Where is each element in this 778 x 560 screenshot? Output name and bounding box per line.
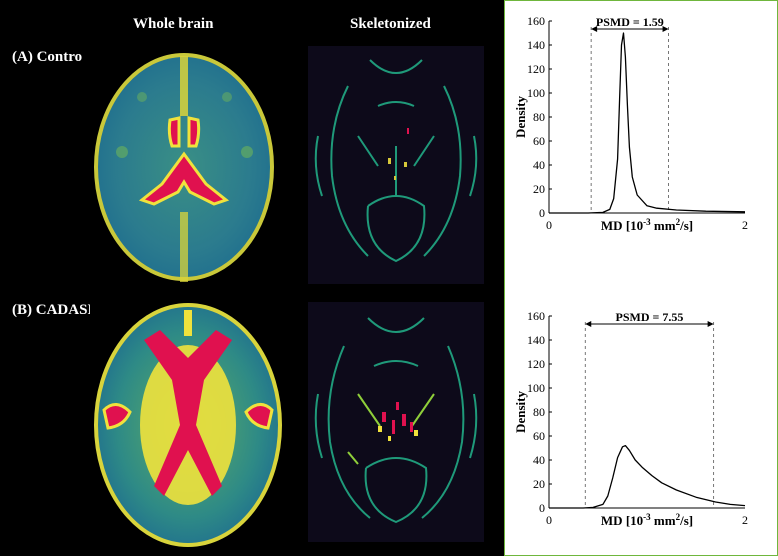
y-tick-label: 20 [533,182,545,196]
arrow-head-right [662,26,669,32]
x-axis-label: MD [10-3 mm2/s] [601,217,693,233]
y-tick-label: 0 [539,206,545,220]
y-tick-label: 80 [533,110,545,124]
density-curve [549,444,746,509]
y-tick-label: 120 [527,357,545,371]
control-whole-brain-image [82,42,287,287]
y-tick-label: 160 [527,14,545,28]
y-tick-label: 20 [533,477,545,491]
x-tick-label: 0 [546,218,552,232]
cadasil-whole-brain-image [90,300,286,550]
y-tick-label: 100 [527,381,545,395]
row-label-control: (A) Control [12,49,87,65]
arrow-head-left [585,321,592,327]
y-tick-label: 160 [527,309,545,323]
arrow-head-right [707,321,714,327]
y-tick-label: 140 [527,333,545,347]
psmd-annotation: PSMD = 1.59 [596,15,664,29]
skeletonized-heading: Skeletonized [350,16,431,32]
row-label-cadasil: (B) CADASIL [12,302,104,318]
cadasil-skeleton-image [308,302,484,542]
y-tick-label: 40 [533,158,545,172]
chart-b: 0 20 40 60 80 100 120 140 160 0 2 Density MD [10-3 m… [513,309,748,528]
psmd-annotation: PSMD = 7.55 [616,310,684,324]
whole-brain-heading: Whole brain [133,16,214,32]
y-tick-label: 60 [533,429,545,443]
y-axis-label: Density [513,96,528,138]
y-tick-label: 120 [527,62,545,76]
x-axis-label: MD [10-3 mm2/s] [601,512,693,528]
x-tick-label: 0 [546,513,552,527]
y-tick-label: 0 [539,501,545,515]
chart-a: 0 20 40 60 80 100 120 140 160 0 2 Density MD [10-3 m… [513,14,748,233]
y-tick-label: 40 [533,453,545,467]
y-axis-label: Density [513,391,528,433]
image-panel: Whole brain Skeletonized (A) Control (B)… [0,0,504,556]
control-skeleton-image [308,46,484,284]
x-tick-label: 2 [742,513,748,527]
arrow-head-left [591,26,598,32]
x-tick-label: 2 [742,218,748,232]
histogram-panel: 0 20 40 60 80 100 120 140 160 0 2 Density MD [10-3 m… [504,0,778,556]
y-tick-label: 60 [533,134,545,148]
density-curve [549,32,746,214]
y-tick-label: 140 [527,38,545,52]
y-tick-label: 80 [533,405,545,419]
y-tick-label: 100 [527,86,545,100]
